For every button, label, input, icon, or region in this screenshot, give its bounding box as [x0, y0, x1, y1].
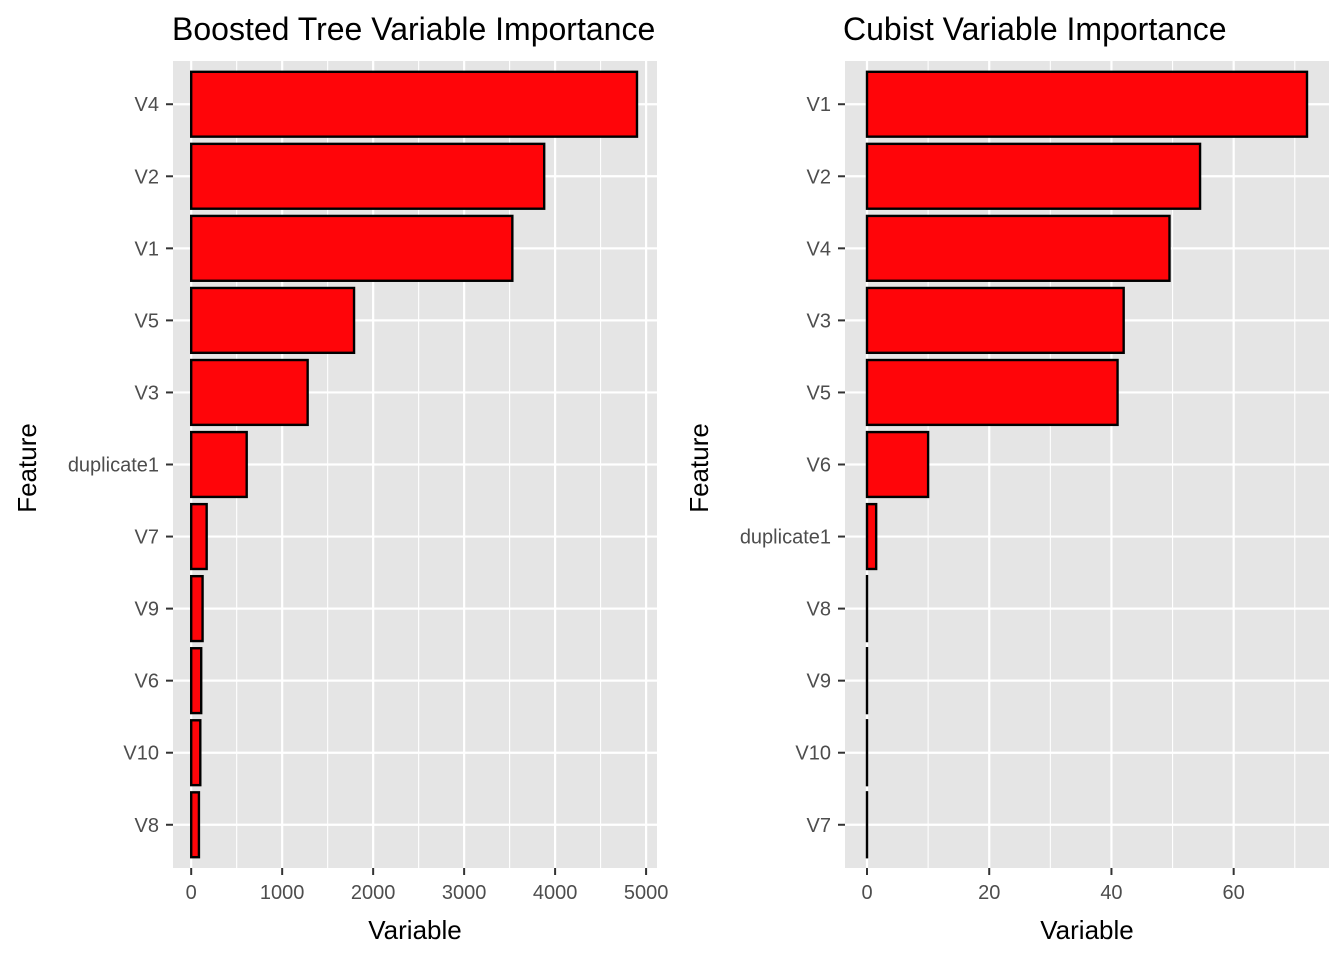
bar-V3	[865, 286, 1125, 355]
y-axis: V1 V2 V4 V3 V5 V6 duplicate1 V8 V9 V10 V7	[740, 94, 845, 837]
y-axis-title: Feature	[12, 423, 42, 513]
y-tick-label: duplicate1	[68, 455, 159, 477]
y-axis: V4 V2 V1 V5 V3 duplicate1 V7 V9 V6 V10 V8	[68, 94, 173, 837]
y-tick-label: V2	[135, 166, 159, 188]
y-tick-label: V3	[135, 382, 159, 404]
y-tick-label: V5	[807, 382, 831, 404]
y-tick-label: V10	[123, 743, 159, 765]
y-tick-label: V1	[807, 94, 831, 116]
bar-duplicate1	[865, 502, 878, 571]
y-tick-label: V7	[135, 527, 159, 549]
x-axis: 0 20 40 60	[861, 868, 1245, 904]
bar-V1	[865, 70, 1309, 138]
x-tick-label: 60	[1223, 882, 1245, 904]
bar-V8	[189, 791, 201, 859]
y-tick-label: V2	[807, 166, 831, 188]
bar-duplicate1	[189, 430, 248, 499]
y-axis-title: Feature	[684, 423, 714, 513]
y-tick-label: V1	[135, 238, 159, 260]
bar-V3	[189, 358, 309, 427]
y-tick-label: V4	[807, 238, 831, 260]
x-tick-label: 5000	[624, 882, 669, 904]
x-tick-label: 20	[978, 882, 1000, 904]
bar-V2	[865, 142, 1202, 210]
y-tick-label: V8	[135, 815, 159, 837]
bar-V5	[189, 286, 356, 355]
bar-V5	[865, 358, 1119, 427]
y-tick-label: V10	[795, 743, 831, 765]
bar-V4	[189, 70, 639, 138]
x-tick-label: 0	[186, 882, 197, 904]
x-tick-label: 3000	[442, 882, 487, 904]
bar-V4	[865, 214, 1171, 282]
y-tick-label: V6	[135, 671, 159, 693]
y-tick-label: V8	[807, 599, 831, 621]
bar-V6	[865, 430, 930, 499]
bars	[865, 70, 1309, 859]
x-tick-label: 2000	[351, 882, 396, 904]
bar-V6	[189, 647, 203, 715]
bar-V10	[189, 719, 202, 787]
x-axis-title: Variable	[1040, 915, 1133, 945]
x-tick-label: 0	[861, 882, 872, 904]
cubist-chart: Cubist Variable Importance V1 V2 V4 V3 V5 V6 d…	[684, 11, 1329, 945]
bars	[189, 70, 639, 859]
chart-title: Cubist Variable Importance	[843, 11, 1227, 47]
y-tick-label: duplicate1	[740, 527, 831, 549]
y-tick-label: V3	[807, 310, 831, 332]
x-axis: 0 1000 2000 3000 4000 5000	[186, 868, 669, 904]
y-tick-label: V9	[135, 599, 159, 621]
x-tick-label: 1000	[260, 882, 305, 904]
x-axis-title: Variable	[368, 915, 461, 945]
bar-V7	[189, 502, 208, 571]
chart-title: Boosted Tree Variable Importance	[172, 11, 655, 47]
bar-V2	[189, 142, 546, 210]
y-tick-label: V6	[807, 455, 831, 477]
bar-V1	[189, 214, 514, 282]
x-tick-label: 4000	[533, 882, 578, 904]
y-tick-label: V9	[807, 671, 831, 693]
boosted-tree-chart: Boosted Tree Variable Importance V4V2V1V…	[12, 11, 668, 945]
y-tick-label: V5	[135, 310, 159, 332]
bar-V9	[189, 574, 204, 643]
y-tick-label: V4	[135, 94, 159, 116]
y-tick-label: V7	[807, 815, 831, 837]
x-tick-label: 40	[1100, 882, 1122, 904]
